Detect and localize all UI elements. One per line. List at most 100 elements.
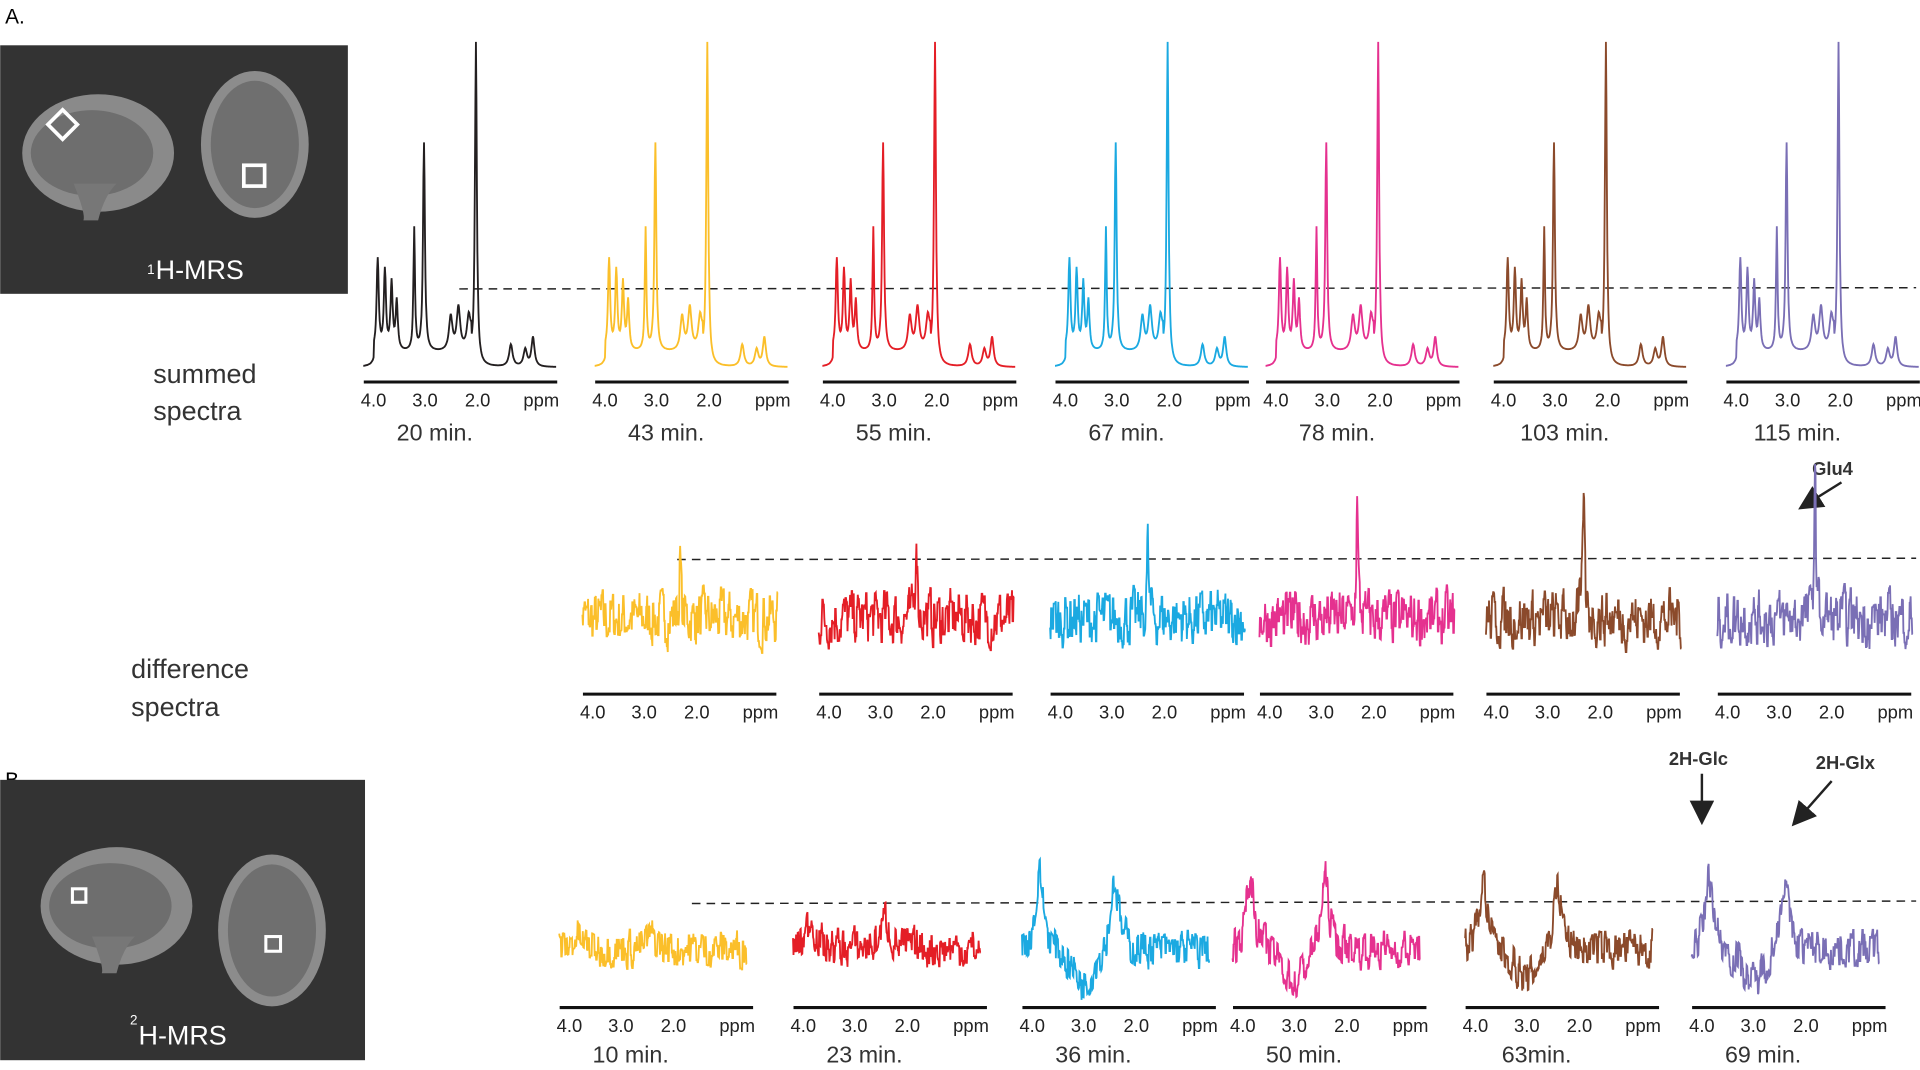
axis-tick-label: ppm — [1215, 389, 1251, 410]
axis-tick-label: 3.0 — [1071, 1015, 1097, 1036]
time-label: 43 min. — [628, 420, 704, 446]
isotope: 2 — [130, 1013, 137, 1028]
axis-tick-label: ppm — [1393, 1015, 1429, 1036]
axis-tick-label: ppm — [953, 1015, 989, 1036]
axis-tick-label: ppm — [1653, 389, 1689, 410]
axis-tick-label: 2.0 — [895, 1015, 921, 1036]
spectrum-trace — [1055, 41, 1248, 368]
axis-tick-label: ppm — [1886, 389, 1920, 410]
axis-tick-label: 3.0 — [644, 389, 670, 410]
time-label: 50 min. — [1266, 1042, 1342, 1068]
spectrum-trace — [792, 901, 982, 968]
spectrum-trace — [1231, 861, 1421, 999]
spectrum-trace — [558, 920, 748, 971]
mri-image: 1 H-MRS — [0, 45, 348, 294]
axis-tick-label: ppm — [1426, 389, 1462, 410]
axis-tick-label: 2.0 — [465, 389, 491, 410]
time-label: 10 min. — [593, 1042, 669, 1068]
axis-tick-label: 3.0 — [1104, 389, 1130, 410]
axis-tick-label: 2.0 — [920, 702, 946, 723]
panel-label: A. — [5, 5, 25, 28]
axis-tick-label: 3.0 — [1741, 1015, 1767, 1036]
annotation: Glu4 — [1812, 458, 1854, 479]
axis-tick-label: 2.0 — [1367, 389, 1393, 410]
axis-tick-label: 3.0 — [412, 389, 438, 410]
axis-tick-label: ppm — [1210, 702, 1246, 723]
axis-tick-label: 2.0 — [1819, 702, 1845, 723]
spectrum-trace — [822, 41, 1016, 368]
axis-tick-label: 2.0 — [1334, 1015, 1360, 1036]
axis-tick-label: 4.0 — [816, 702, 842, 723]
axis-tick-label: 4.0 — [1019, 1015, 1045, 1036]
axis-tick-label: 3.0 — [1542, 389, 1568, 410]
spectrum-trace — [1493, 41, 1687, 368]
axis-tick-label: 4.0 — [1230, 1015, 1256, 1036]
time-label: 103 min. — [1520, 420, 1609, 446]
axis-tick-label: 3.0 — [1099, 702, 1125, 723]
axis-tick-label: ppm — [1182, 1015, 1218, 1036]
axis-tick-label: 4.0 — [592, 389, 618, 410]
annotation: 2H-Glc — [1669, 748, 1728, 769]
axis-tick-label: 3.0 — [608, 1015, 634, 1036]
time-label: 55 min. — [856, 420, 932, 446]
axis-tick-label: 2.0 — [1595, 389, 1621, 410]
row-label: spectra — [153, 396, 241, 426]
axis-tick-label: ppm — [1420, 702, 1456, 723]
spectrum-trace — [1690, 863, 1880, 995]
time-label: 23 min. — [826, 1042, 902, 1068]
spectrum-trace — [817, 543, 1015, 652]
isotope: 1 — [147, 262, 154, 277]
axis-tick-label: 4.0 — [1715, 702, 1741, 723]
axis-tick-label: 3.0 — [1281, 1015, 1307, 1036]
axis-tick-label: 2.0 — [661, 1015, 687, 1036]
spectrum-trace — [581, 545, 779, 654]
axis-tick-label: 2.0 — [1567, 1015, 1593, 1036]
axis-tick-label: 4.0 — [1723, 389, 1749, 410]
reference-line — [677, 557, 1917, 561]
axis-tick-label: 3.0 — [631, 702, 657, 723]
axis-tick-label: 2.0 — [1588, 702, 1614, 723]
spectrum-trace — [1725, 41, 1919, 368]
axis-tick-label: 4.0 — [580, 702, 606, 723]
axis-tick-label: 2.0 — [1157, 389, 1183, 410]
axis-tick-label: 3.0 — [842, 1015, 868, 1036]
axis-tick-label: ppm — [1646, 702, 1682, 723]
axis-tick-label: 2.0 — [696, 389, 722, 410]
axis-tick-label: 4.0 — [1689, 1015, 1715, 1036]
axis-tick-label: 4.0 — [361, 389, 387, 410]
axis-tick-label: 4.0 — [1263, 389, 1289, 410]
axis-tick-label: 4.0 — [1053, 389, 1079, 410]
axis-tick-label: 4.0 — [1483, 702, 1509, 723]
time-label: 115 min. — [1754, 420, 1841, 446]
time-label: 20 min. — [397, 420, 473, 446]
time-label: 67 min. — [1088, 420, 1164, 446]
axis-tick-label: 2.0 — [1361, 702, 1387, 723]
axis-tick-label: 4.0 — [1491, 389, 1517, 410]
axis-tick-label: 3.0 — [868, 702, 894, 723]
axis-tick-label: ppm — [1852, 1015, 1888, 1036]
axis-tick-label: ppm — [1877, 702, 1913, 723]
axis-tick-label: 3.0 — [1315, 389, 1341, 410]
arrow — [1791, 780, 1833, 827]
axis-tick-label: 4.0 — [1257, 702, 1283, 723]
axis-tick-label: 4.0 — [820, 389, 846, 410]
spectrum-trace — [1485, 492, 1682, 653]
axis-tick-label: 2.0 — [1793, 1015, 1819, 1036]
arrow — [1798, 481, 1843, 510]
time-label: 63min. — [1502, 1042, 1572, 1068]
axis-tick-label: 4.0 — [557, 1015, 583, 1036]
axis-tick-label: ppm — [979, 702, 1015, 723]
axis-tick-label: 3.0 — [1775, 389, 1801, 410]
axis-tick-label: 2.0 — [1827, 389, 1853, 410]
row-label: summed — [153, 359, 256, 389]
spectrum-trace — [1021, 856, 1211, 1000]
spectrum-trace — [363, 41, 557, 368]
image-caption: H-MRS — [156, 255, 244, 285]
spectrum-trace — [1258, 496, 1456, 647]
axis-tick-label: ppm — [1625, 1015, 1661, 1036]
axis-tick-label: 2.0 — [924, 389, 950, 410]
axis-tick-label: 3.0 — [871, 389, 897, 410]
axis-tick-label: ppm — [983, 389, 1019, 410]
axis-tick-label: 3.0 — [1766, 702, 1792, 723]
